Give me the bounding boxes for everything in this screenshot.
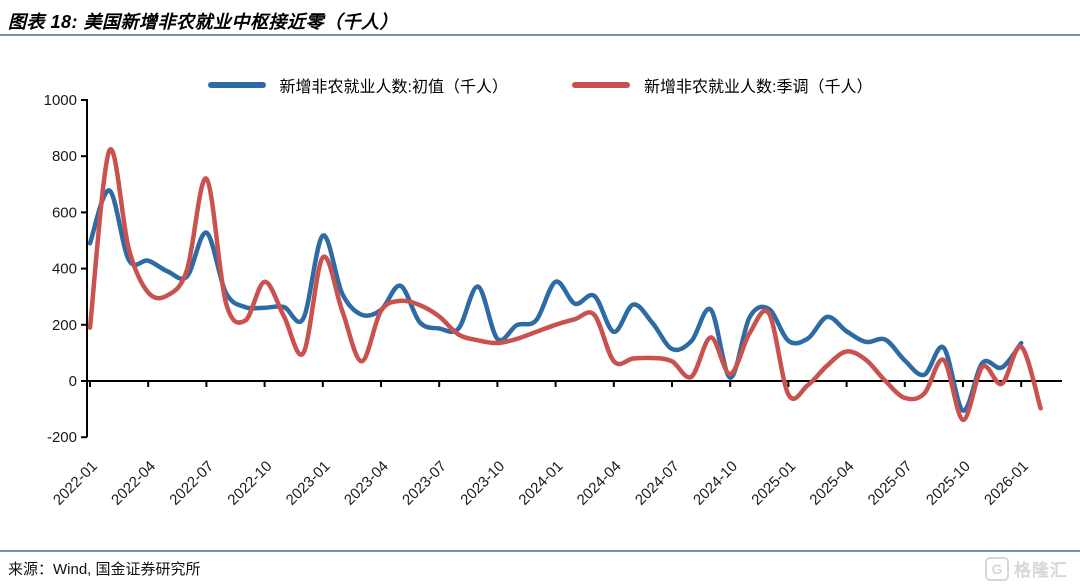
brand-watermark: G 格隆汇 xyxy=(985,556,1068,581)
x-axis-label: 2022-01 xyxy=(50,458,101,509)
y-axis-label: 0 xyxy=(69,373,77,390)
x-axis-label: 2024-10 xyxy=(690,458,741,509)
x-axis-label: 2025-10 xyxy=(923,458,974,509)
x-axis-label: 2025-04 xyxy=(806,458,857,509)
brand-name: 格隆汇 xyxy=(1014,561,1068,580)
legend-line-swatch-red xyxy=(572,82,630,88)
chart-title: 图表 18: 美国新增非农就业中枢接近零（千人） xyxy=(8,12,399,32)
y-axis-label: 800 xyxy=(52,148,77,165)
x-axis-label: 2022-07 xyxy=(166,458,217,509)
y-axis-label: 1000 xyxy=(44,92,77,109)
x-axis-label: 2024-04 xyxy=(574,458,625,509)
source-note: 来源：Wind, 国金证券研究所 xyxy=(8,561,201,578)
legend-label: 新增非农就业人数:季调（千人） xyxy=(644,79,873,96)
series-line-initial-blue xyxy=(87,188,1024,413)
y-axis-label: 400 xyxy=(52,261,77,278)
y-axis-label: -200 xyxy=(47,429,77,446)
chart-legend: 新增非农就业人数:初值（千人） 新增非农就业人数:季调（千人） xyxy=(0,72,1080,98)
x-axis-label: 2024-01 xyxy=(515,458,566,509)
legend-item-initial: 新增非农就业人数:初值（千人） xyxy=(207,73,508,97)
x-axis-label: 2022-10 xyxy=(224,458,275,509)
x-axis-label: 2024-07 xyxy=(632,458,683,509)
x-axis-label: 2023-04 xyxy=(341,458,392,509)
title-divider xyxy=(0,34,1080,36)
x-axis-label: 2025-01 xyxy=(748,458,799,509)
series-line-seasonal-red xyxy=(87,147,1043,423)
x-axis-label: 2023-01 xyxy=(283,458,334,509)
x-axis-label: 2025-07 xyxy=(865,458,916,509)
legend-line-swatch-blue xyxy=(207,82,266,88)
y-axis-label: 600 xyxy=(52,204,77,221)
x-axis-label: 2023-07 xyxy=(399,458,450,509)
y-axis-label: 200 xyxy=(52,317,77,334)
footer-divider xyxy=(0,550,1080,552)
x-axis-label: 2026-01 xyxy=(981,458,1032,509)
brand-logo-icon: G xyxy=(985,556,1009,581)
legend-item-seasonal: 新增非农就业人数:季调（千人） xyxy=(572,73,872,97)
x-axis-label: 2023-10 xyxy=(457,458,508,509)
x-axis-label: 2022-04 xyxy=(108,458,159,509)
legend-label: 新增非农就业人数:初值（千人） xyxy=(279,79,508,96)
